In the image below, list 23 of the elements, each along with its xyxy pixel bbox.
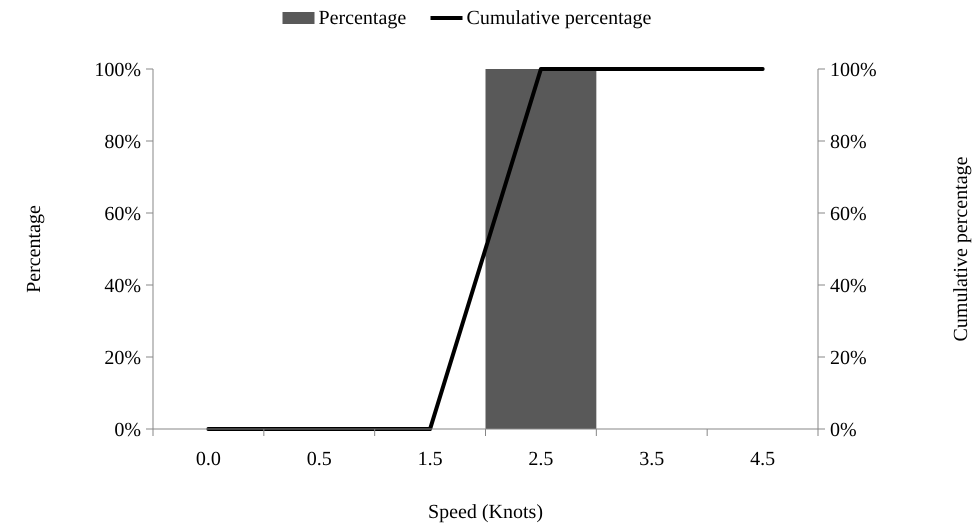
y2-tick-label: 40% <box>830 275 867 297</box>
y-tick-label: 100% <box>94 59 141 81</box>
x-tick-label: 0.5 <box>306 448 332 470</box>
y2-tick-label: 60% <box>830 203 867 225</box>
x-axis-title: Speed (Knots) <box>428 501 543 523</box>
legend-label: Percentage <box>318 7 406 29</box>
y-tick-label: 0% <box>114 419 141 441</box>
x-tick-label: 0.0 <box>196 448 221 470</box>
y2-tick-label: 0% <box>830 419 857 441</box>
y-axis-title: Percentage <box>23 205 45 293</box>
y-tick-label: 60% <box>104 203 141 225</box>
x-tick-label: 4.5 <box>750 448 776 470</box>
y-tick-label: 20% <box>104 347 141 369</box>
y2-tick-label: 100% <box>830 59 877 81</box>
legend-label: Cumulative percentage <box>466 7 652 29</box>
y-tick-label: 40% <box>104 275 141 297</box>
y2-tick-label: 80% <box>830 131 867 153</box>
x-tick-label: 1.5 <box>418 448 443 470</box>
y-tick-label: 80% <box>104 131 141 153</box>
x-tick-label: 2.5 <box>528 448 554 470</box>
x-tick-label: 3.5 <box>639 448 664 470</box>
y2-tick-label: 20% <box>830 347 867 369</box>
y2-axis-title: Cumulative percentage <box>950 156 972 342</box>
